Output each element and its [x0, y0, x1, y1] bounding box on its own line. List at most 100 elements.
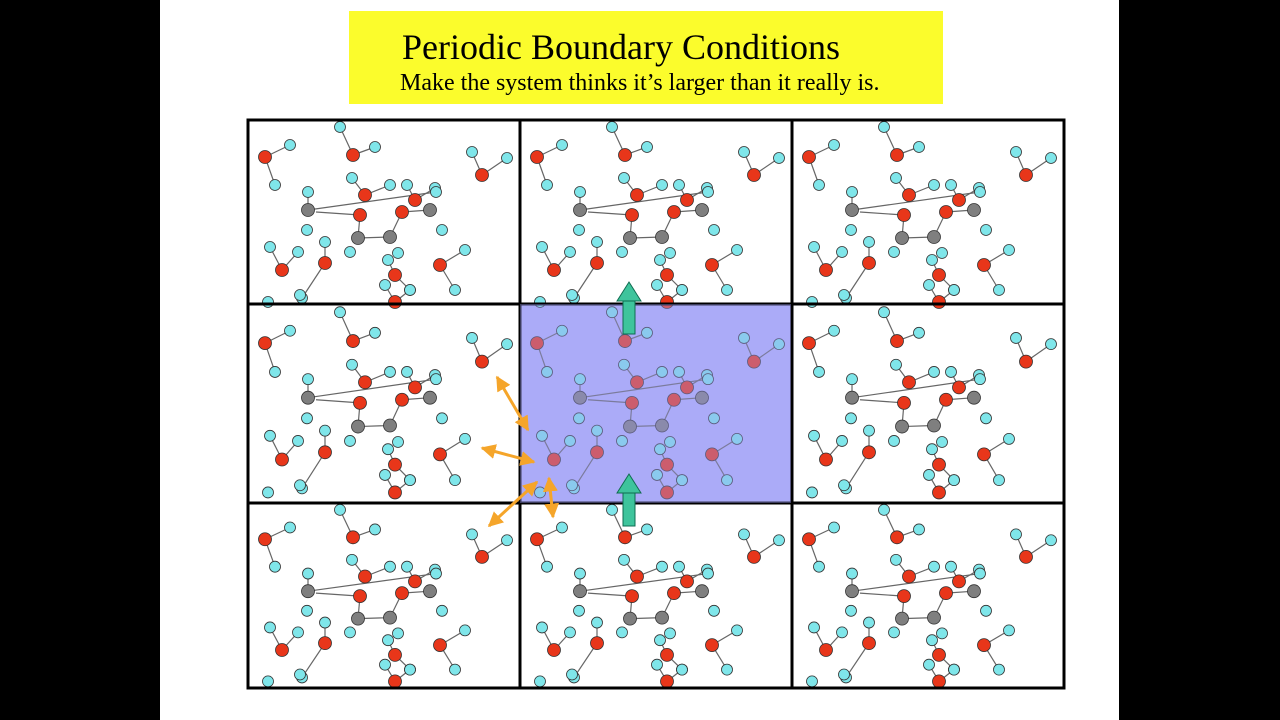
hydrogen-atom [974, 186, 986, 198]
hydrogen-atom [269, 560, 281, 573]
hydrogen-atom [541, 366, 553, 378]
oxygen-atom [660, 457, 674, 472]
hydrogen-atom [294, 289, 306, 301]
hydrogen-atom [606, 121, 618, 133]
carbon-atom [927, 230, 941, 244]
hydrogen-atom [731, 624, 743, 637]
carbon-atom [383, 418, 397, 433]
oxygen-atom [897, 395, 911, 410]
hydrogen-atom [262, 486, 274, 499]
hydrogen-atom [651, 279, 663, 291]
hydrogen-atom [292, 626, 304, 639]
hydrogen-atom [392, 247, 404, 259]
hydrogen-atom [501, 338, 513, 351]
hydrogen-atom [651, 469, 663, 481]
hydrogen-atom [541, 560, 553, 573]
oxygen-atom [977, 447, 991, 462]
oxygen-atom [897, 208, 911, 222]
hydrogen-atom [838, 479, 850, 492]
hydrogen-atom [384, 179, 396, 191]
hydrogen-atom [845, 412, 857, 425]
hydrogen-atom [890, 553, 902, 566]
oxygen-atom [358, 375, 372, 390]
hydrogen-atom [618, 172, 630, 184]
hydrogen-atom [948, 663, 960, 676]
hydrogen-atom [738, 528, 750, 541]
oxygen-atom [862, 445, 876, 460]
oxygen-atom [802, 150, 816, 164]
hydrogen-atom [926, 443, 938, 456]
oxygen-atom [388, 268, 402, 282]
oxygen-atom [630, 569, 644, 584]
hydrogen-atom [382, 443, 394, 456]
hydrogen-atom [618, 553, 630, 566]
hydrogen-atom [928, 366, 940, 378]
hydrogen-atom [676, 474, 688, 487]
hydrogen-atom [616, 435, 628, 447]
hydrogen-atom [401, 179, 413, 191]
carbon-atom [695, 584, 709, 599]
hydrogen-atom [262, 296, 274, 308]
hydrogen-atom [606, 306, 618, 319]
oxygen-atom [618, 530, 632, 545]
hydrogen-atom [702, 567, 714, 580]
hydrogen-atom [721, 284, 733, 296]
hydrogen-atom [369, 523, 381, 536]
oxygen-atom [819, 452, 833, 467]
hydrogen-atom [641, 141, 653, 153]
oxygen-atom [408, 380, 422, 395]
oxygen-atom [660, 648, 674, 662]
oxygen-atom [660, 268, 674, 282]
simulation-cell [258, 306, 513, 500]
oxygen-atom [890, 148, 904, 162]
carbon-atom [423, 203, 437, 217]
hydrogen-atom [573, 604, 585, 617]
hydrogen-atom [673, 560, 685, 573]
hydrogen-atom [1003, 244, 1015, 256]
hydrogen-atom [379, 469, 391, 481]
hydrogen-atom [806, 675, 818, 688]
oxygen-atom [862, 256, 876, 270]
carbon-atom [895, 419, 909, 434]
hydrogen-atom [813, 560, 825, 573]
carbon-atom [573, 203, 587, 217]
hydrogen-atom [708, 412, 720, 425]
hydrogen-atom [262, 675, 274, 688]
carbon-atom [423, 390, 437, 405]
carbon-atom [301, 390, 315, 405]
hydrogen-atom [284, 139, 296, 151]
hydrogen-atom [294, 479, 306, 492]
hydrogen-atom [466, 332, 478, 344]
hydrogen-atom [878, 121, 890, 133]
hydrogen-atom [845, 224, 857, 236]
hydrogen-atom [292, 246, 304, 258]
hydrogen-atom [836, 435, 848, 447]
hydrogen-atom [606, 503, 618, 516]
hydrogen-atom [974, 567, 986, 580]
oxygen-atom [625, 589, 639, 603]
hydrogen-atom [721, 474, 733, 487]
hydrogen-atom [926, 634, 938, 647]
oxygen-atom [932, 295, 946, 309]
hydrogen-atom [1045, 338, 1057, 351]
oxygen-atom [705, 258, 719, 272]
oxygen-atom [932, 268, 946, 282]
oxygen-atom [667, 586, 681, 601]
hydrogen-atom [836, 626, 848, 639]
oxygen-atom [932, 674, 946, 689]
hydrogen-atom [1003, 432, 1015, 445]
bond-line [315, 399, 361, 404]
hydrogen-atom [301, 224, 313, 236]
oxygen-atom [660, 485, 674, 500]
hydrogen-atom [936, 627, 948, 640]
hydrogen-atom [664, 247, 676, 259]
oxygen-atom [547, 452, 561, 467]
carbon-atom [423, 584, 437, 599]
bond-line [315, 211, 361, 216]
hydrogen-atom [641, 326, 653, 339]
oxygen-atom [358, 188, 372, 202]
oxygen-atom [395, 392, 409, 407]
hydrogen-atom [656, 560, 668, 573]
hydrogen-atom [430, 373, 442, 386]
hydrogen-atom [828, 521, 840, 534]
